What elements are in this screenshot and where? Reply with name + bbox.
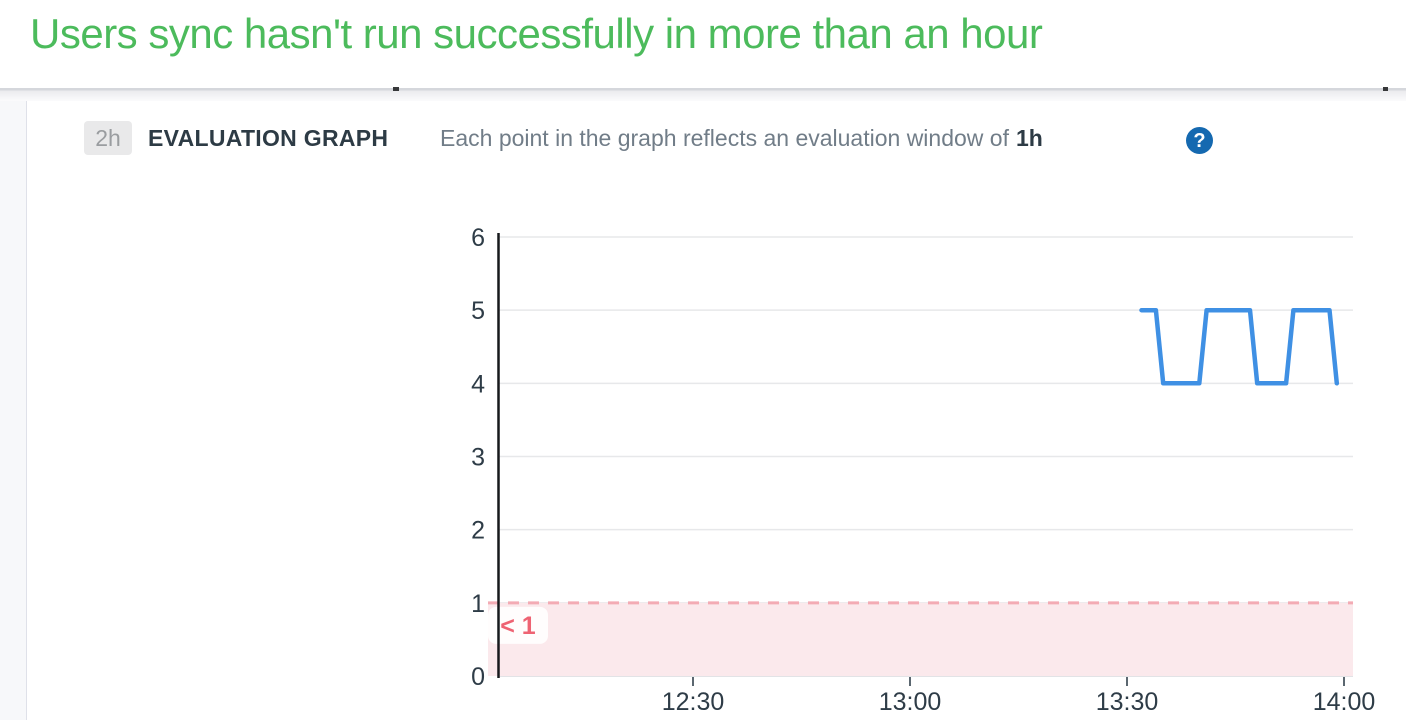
y-tick-label-2: 2 [471, 517, 485, 545]
series-line-evaluation-result [1139, 307, 1340, 386]
question-mark-glyph: ? [1193, 129, 1206, 152]
y-tick-label-0: 0 [471, 663, 485, 691]
y-tick-label-5: 5 [471, 297, 485, 325]
divider-artifact [1383, 87, 1388, 91]
x-tick-label-13:00: 13:00 [879, 688, 942, 716]
evaluation-window-value: 1h [1015, 125, 1043, 151]
threshold-label: < 1 [500, 612, 536, 640]
y-tick-label-6: 6 [471, 224, 485, 252]
evaluation-description: Each point in the graph reflects an eval… [440, 121, 1043, 155]
help-icon[interactable]: ? [1186, 127, 1213, 154]
y-tick-label-3: 3 [471, 444, 485, 472]
page-title: Users sync hasn't run successfully in mo… [30, 10, 1043, 57]
x-tick-label-13:30: 13:30 [1096, 688, 1159, 716]
page-left-gutter [0, 101, 27, 720]
duration-badge: 2h [84, 121, 132, 155]
critical-threshold-band [488, 602, 1353, 676]
x-tick-label-12:30: 12:30 [662, 688, 725, 716]
y-tick-label-1: 1 [471, 590, 485, 618]
x-tick-label-14:00: 14:00 [1313, 688, 1376, 716]
y-tick-label-4: 4 [471, 370, 485, 398]
divider-artifact [393, 87, 399, 91]
header-divider [0, 88, 1406, 101]
threshold-label-box [488, 606, 548, 644]
evaluation-graph-label: EVALUATION GRAPH [148, 125, 389, 151]
evaluation-description-text: Each point in the graph reflects an eval… [440, 125, 1009, 151]
